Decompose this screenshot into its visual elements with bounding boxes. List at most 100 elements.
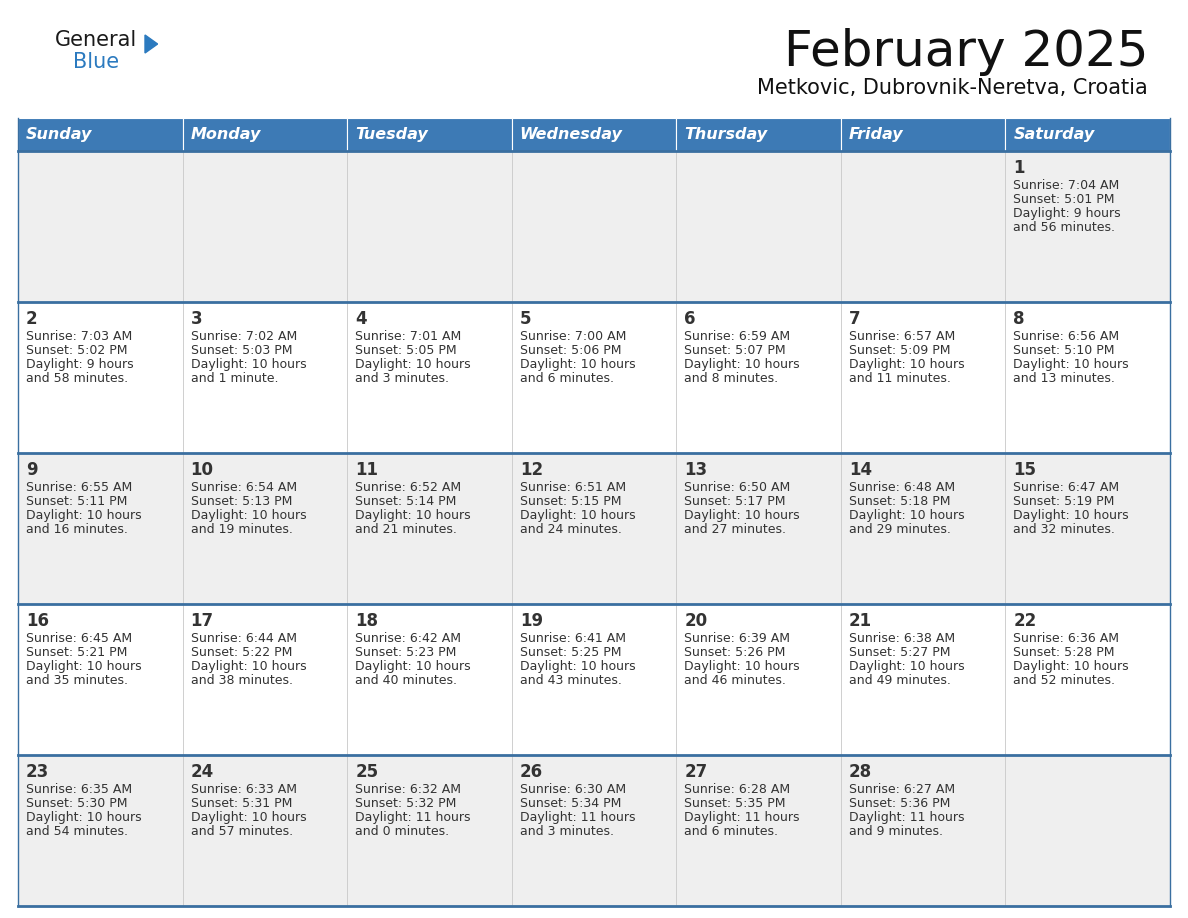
Text: Daylight: 10 hours: Daylight: 10 hours <box>26 811 141 824</box>
Text: 1: 1 <box>1013 159 1025 177</box>
Text: 11: 11 <box>355 461 378 479</box>
Text: Sunrise: 6:55 AM: Sunrise: 6:55 AM <box>26 481 132 494</box>
Text: Sunset: 5:31 PM: Sunset: 5:31 PM <box>190 797 292 810</box>
Text: Sunset: 5:06 PM: Sunset: 5:06 PM <box>519 344 621 357</box>
Text: Sunset: 5:23 PM: Sunset: 5:23 PM <box>355 646 456 659</box>
Text: Metkovic, Dubrovnik-Neretva, Croatia: Metkovic, Dubrovnik-Neretva, Croatia <box>757 78 1148 98</box>
Text: Sunday: Sunday <box>26 127 93 142</box>
Text: Sunset: 5:28 PM: Sunset: 5:28 PM <box>1013 646 1114 659</box>
Text: and 35 minutes.: and 35 minutes. <box>26 674 128 687</box>
Text: and 8 minutes.: and 8 minutes. <box>684 372 778 385</box>
Text: Sunset: 5:02 PM: Sunset: 5:02 PM <box>26 344 127 357</box>
Text: Sunset: 5:27 PM: Sunset: 5:27 PM <box>849 646 950 659</box>
Text: 14: 14 <box>849 461 872 479</box>
Text: Sunrise: 7:02 AM: Sunrise: 7:02 AM <box>190 330 297 343</box>
Text: Sunrise: 6:32 AM: Sunrise: 6:32 AM <box>355 783 461 796</box>
Text: 15: 15 <box>1013 461 1036 479</box>
Text: Sunset: 5:25 PM: Sunset: 5:25 PM <box>519 646 621 659</box>
Text: Blue: Blue <box>72 52 119 72</box>
Text: 28: 28 <box>849 763 872 781</box>
Text: and 57 minutes.: and 57 minutes. <box>190 825 292 838</box>
Text: 3: 3 <box>190 310 202 328</box>
Text: Daylight: 11 hours: Daylight: 11 hours <box>355 811 470 824</box>
Text: Saturday: Saturday <box>1013 127 1094 142</box>
Text: Sunrise: 6:48 AM: Sunrise: 6:48 AM <box>849 481 955 494</box>
Text: and 56 minutes.: and 56 minutes. <box>1013 221 1116 234</box>
Text: and 38 minutes.: and 38 minutes. <box>190 674 292 687</box>
Text: 21: 21 <box>849 612 872 630</box>
Polygon shape <box>145 35 158 53</box>
Text: 19: 19 <box>519 612 543 630</box>
Text: and 16 minutes.: and 16 minutes. <box>26 523 128 536</box>
Text: 7: 7 <box>849 310 860 328</box>
Text: and 49 minutes.: and 49 minutes. <box>849 674 950 687</box>
Bar <box>347 118 512 151</box>
Text: Sunrise: 6:27 AM: Sunrise: 6:27 AM <box>849 783 955 796</box>
Text: Sunset: 5:32 PM: Sunset: 5:32 PM <box>355 797 456 810</box>
Text: Sunrise: 7:04 AM: Sunrise: 7:04 AM <box>1013 179 1119 192</box>
Text: and 3 minutes.: and 3 minutes. <box>355 372 449 385</box>
Text: Sunrise: 6:57 AM: Sunrise: 6:57 AM <box>849 330 955 343</box>
Text: Daylight: 11 hours: Daylight: 11 hours <box>849 811 965 824</box>
Text: 6: 6 <box>684 310 696 328</box>
Text: Sunrise: 6:41 AM: Sunrise: 6:41 AM <box>519 632 626 645</box>
Text: Sunrise: 6:51 AM: Sunrise: 6:51 AM <box>519 481 626 494</box>
Text: Sunset: 5:19 PM: Sunset: 5:19 PM <box>1013 495 1114 508</box>
Text: Sunset: 5:15 PM: Sunset: 5:15 PM <box>519 495 621 508</box>
Text: 24: 24 <box>190 763 214 781</box>
Text: Sunrise: 6:36 AM: Sunrise: 6:36 AM <box>1013 632 1119 645</box>
Text: Sunset: 5:30 PM: Sunset: 5:30 PM <box>26 797 127 810</box>
Text: Sunset: 5:26 PM: Sunset: 5:26 PM <box>684 646 785 659</box>
Text: 17: 17 <box>190 612 214 630</box>
Text: Sunrise: 6:44 AM: Sunrise: 6:44 AM <box>190 632 297 645</box>
Text: Daylight: 10 hours: Daylight: 10 hours <box>684 358 800 371</box>
Text: and 19 minutes.: and 19 minutes. <box>190 523 292 536</box>
Text: Sunset: 5:11 PM: Sunset: 5:11 PM <box>26 495 127 508</box>
Text: Sunrise: 7:01 AM: Sunrise: 7:01 AM <box>355 330 461 343</box>
Text: Sunset: 5:03 PM: Sunset: 5:03 PM <box>190 344 292 357</box>
Bar <box>18 302 1170 453</box>
Text: Sunset: 5:35 PM: Sunset: 5:35 PM <box>684 797 785 810</box>
Bar <box>18 453 1170 604</box>
Text: Sunset: 5:01 PM: Sunset: 5:01 PM <box>1013 193 1114 206</box>
Text: and 32 minutes.: and 32 minutes. <box>1013 523 1116 536</box>
Text: and 58 minutes.: and 58 minutes. <box>26 372 128 385</box>
Text: Daylight: 10 hours: Daylight: 10 hours <box>26 509 141 522</box>
Text: Daylight: 10 hours: Daylight: 10 hours <box>684 509 800 522</box>
Text: 13: 13 <box>684 461 707 479</box>
Bar <box>18 118 183 151</box>
Text: and 27 minutes.: and 27 minutes. <box>684 523 786 536</box>
Text: Daylight: 10 hours: Daylight: 10 hours <box>849 509 965 522</box>
Text: Wednesday: Wednesday <box>519 127 623 142</box>
Text: and 13 minutes.: and 13 minutes. <box>1013 372 1116 385</box>
Text: Sunrise: 7:00 AM: Sunrise: 7:00 AM <box>519 330 626 343</box>
Text: Sunset: 5:36 PM: Sunset: 5:36 PM <box>849 797 950 810</box>
Text: Sunrise: 6:33 AM: Sunrise: 6:33 AM <box>190 783 297 796</box>
Text: 27: 27 <box>684 763 708 781</box>
Text: Sunrise: 6:42 AM: Sunrise: 6:42 AM <box>355 632 461 645</box>
Text: Daylight: 10 hours: Daylight: 10 hours <box>190 509 307 522</box>
Text: and 54 minutes.: and 54 minutes. <box>26 825 128 838</box>
Text: 8: 8 <box>1013 310 1025 328</box>
Text: Sunset: 5:21 PM: Sunset: 5:21 PM <box>26 646 127 659</box>
Text: Monday: Monday <box>190 127 261 142</box>
Text: Daylight: 10 hours: Daylight: 10 hours <box>355 509 470 522</box>
Text: Daylight: 10 hours: Daylight: 10 hours <box>849 660 965 673</box>
Text: 20: 20 <box>684 612 707 630</box>
Text: Sunrise: 6:56 AM: Sunrise: 6:56 AM <box>1013 330 1119 343</box>
Text: Sunset: 5:07 PM: Sunset: 5:07 PM <box>684 344 786 357</box>
Text: 2: 2 <box>26 310 38 328</box>
Text: Daylight: 10 hours: Daylight: 10 hours <box>1013 358 1129 371</box>
Text: and 29 minutes.: and 29 minutes. <box>849 523 950 536</box>
Text: Daylight: 10 hours: Daylight: 10 hours <box>684 660 800 673</box>
Text: and 52 minutes.: and 52 minutes. <box>1013 674 1116 687</box>
Text: 4: 4 <box>355 310 367 328</box>
Text: Sunset: 5:22 PM: Sunset: 5:22 PM <box>190 646 292 659</box>
Text: and 1 minute.: and 1 minute. <box>190 372 278 385</box>
Text: Daylight: 10 hours: Daylight: 10 hours <box>190 660 307 673</box>
Text: and 24 minutes.: and 24 minutes. <box>519 523 621 536</box>
Bar <box>676 118 841 151</box>
Text: 22: 22 <box>1013 612 1037 630</box>
Text: Sunrise: 7:03 AM: Sunrise: 7:03 AM <box>26 330 132 343</box>
Text: Daylight: 10 hours: Daylight: 10 hours <box>519 660 636 673</box>
